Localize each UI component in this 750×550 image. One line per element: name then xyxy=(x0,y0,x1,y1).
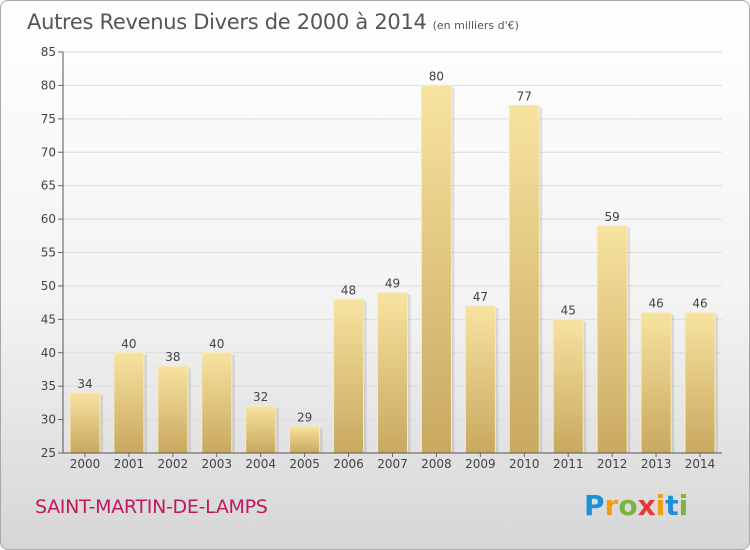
logo-letter: r xyxy=(604,489,619,522)
y-tick-label: 40 xyxy=(41,346,56,360)
x-tick-label: 2008 xyxy=(421,457,452,471)
y-tick-label: 35 xyxy=(41,379,56,393)
bar-value-label: 49 xyxy=(385,277,400,291)
x-tick-label: 2007 xyxy=(377,457,408,471)
bar-value-label: 38 xyxy=(165,350,180,364)
bar xyxy=(69,392,101,454)
y-tick-label: 70 xyxy=(41,145,56,159)
logo-letter: t xyxy=(665,489,679,522)
bar-value-label: 80 xyxy=(429,69,444,83)
logo-letter: i xyxy=(678,489,689,522)
bar-value-label: 29 xyxy=(297,410,312,424)
bar-value-label: 47 xyxy=(473,290,488,304)
bar xyxy=(157,365,189,454)
commune-name: SAINT-MARTIN-DE-LAMPS xyxy=(35,496,268,518)
bar xyxy=(552,318,584,454)
bar-value-label: 77 xyxy=(517,89,532,103)
bar xyxy=(113,352,145,454)
bar-value-label: 34 xyxy=(77,377,92,391)
logo-letter: P xyxy=(584,489,605,522)
proxiti-logo[interactable]: Proxiti xyxy=(584,489,688,522)
bar xyxy=(245,405,277,454)
logo-letter: x xyxy=(637,489,656,522)
x-tick-label: 2010 xyxy=(509,457,540,471)
x-tick-label: 2000 xyxy=(70,457,101,471)
bar-value-label: 48 xyxy=(341,283,356,297)
bar-value-label: 40 xyxy=(209,337,224,351)
bar xyxy=(596,225,628,454)
x-tick-label: 2003 xyxy=(201,457,232,471)
bar xyxy=(464,305,496,454)
title-text: Autres Revenus Divers de 2000 à 2014 xyxy=(27,10,427,34)
bar xyxy=(289,425,321,454)
y-tick-label: 50 xyxy=(41,279,56,293)
bar-value-label: 46 xyxy=(648,297,663,311)
y-tick-label: 80 xyxy=(41,78,56,92)
y-tick-label: 65 xyxy=(41,179,56,193)
bar xyxy=(377,292,408,454)
y-tick-label: 55 xyxy=(41,246,56,260)
bar-value-label: 46 xyxy=(692,297,707,311)
bars: 34 40 38 40 32 29 48 49 80 47 77 45 59 46 46 xyxy=(69,69,719,454)
bar xyxy=(201,352,233,454)
y-tick-label: 30 xyxy=(41,413,56,427)
y-tick-label: 25 xyxy=(41,446,56,460)
bar xyxy=(333,298,365,454)
bar-value-label: 32 xyxy=(253,390,268,404)
x-tick-label: 2001 xyxy=(114,457,145,471)
bar xyxy=(508,104,540,454)
y-tick-label: 60 xyxy=(41,212,56,226)
bar-value-label: 59 xyxy=(605,210,620,224)
x-tick-label: 2013 xyxy=(641,457,672,471)
x-tick-label: 2011 xyxy=(553,457,584,471)
x-tick-label: 2009 xyxy=(465,457,496,471)
x-tick-label: 2005 xyxy=(289,457,320,471)
x-tick-label: 2006 xyxy=(333,457,364,471)
x-tick-label: 2012 xyxy=(597,457,628,471)
title-unit: (en milliers d'€) xyxy=(432,19,519,32)
bar-value-label: 40 xyxy=(121,337,136,351)
bar xyxy=(684,312,716,454)
x-tick-label: 2004 xyxy=(245,457,276,471)
y-tick-label: 75 xyxy=(41,112,56,126)
logo-letter: i xyxy=(655,489,666,522)
bar xyxy=(640,312,672,454)
y-tick-label: 85 xyxy=(41,45,56,59)
bar xyxy=(420,84,452,454)
bar-value-label: 45 xyxy=(561,303,576,317)
x-tick-label: 2002 xyxy=(158,457,189,471)
x-tick-label: 2014 xyxy=(685,457,716,471)
axes: 25 30 35 40 45 50 55 60 65 70 75 80 85 2000 2001 2002 20… xyxy=(41,45,722,471)
logo-letter: o xyxy=(618,489,638,522)
chart-title: Autres Revenus Divers de 2000 à 2014 (en … xyxy=(27,10,519,34)
y-tick-label: 45 xyxy=(41,312,56,326)
